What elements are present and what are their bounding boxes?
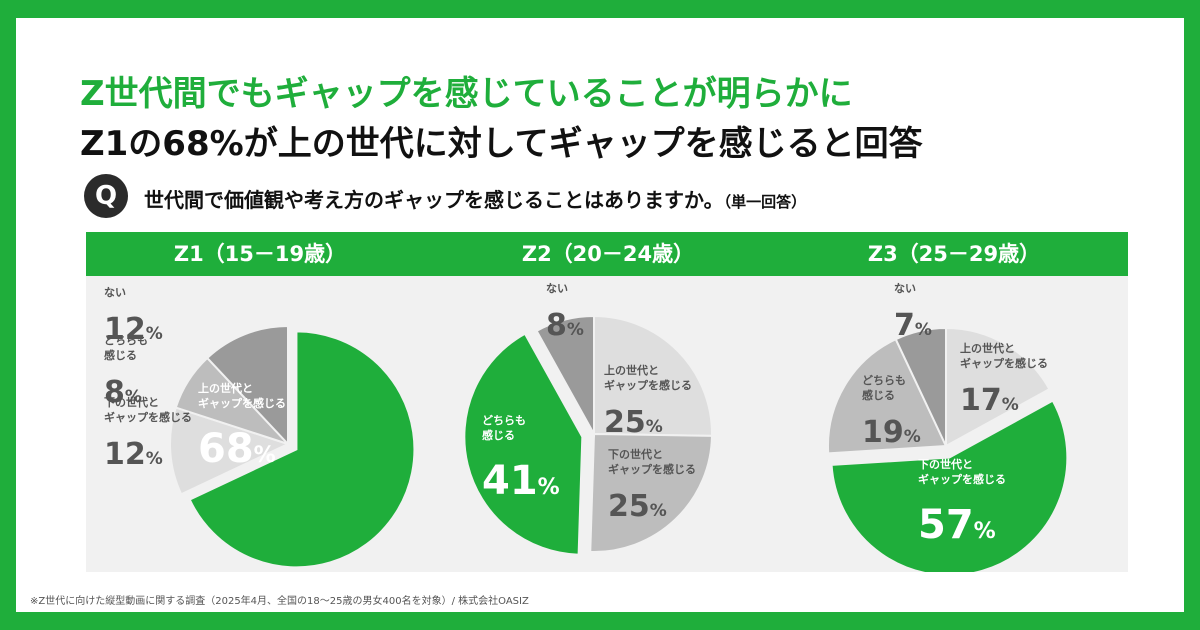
question-mark-icon: Q — [84, 174, 128, 218]
headline-black: Z1の68%が上の世代に対してギャップを感じると回答 — [80, 124, 923, 164]
slice-value: 8% — [546, 308, 584, 343]
slice-label: どちらも — [104, 334, 148, 347]
question-note: （単一回答） — [723, 193, 807, 211]
slice-value: 7% — [894, 308, 932, 343]
slice-label: 上の世代と — [604, 363, 659, 377]
pie-slice — [188, 330, 416, 569]
slice-label: 上の世代と — [198, 381, 253, 395]
slice-label: ない — [104, 286, 126, 299]
slice-label: 感じる — [482, 428, 515, 442]
slice-label: ない — [546, 282, 568, 295]
pie-chart-z3: 上の世代とギャップを感じる17%下の世代とギャップを感じる57%どちらも感じる1… — [827, 282, 1069, 572]
pie-slice — [945, 326, 1051, 448]
slice-label: ギャップを感じる — [608, 462, 696, 476]
slice-value: 12% — [104, 312, 163, 347]
slice-label: どちらも — [862, 374, 906, 387]
slice-label: 下の世代と — [104, 395, 159, 409]
panel-title: Z2（20－24歳） — [434, 232, 782, 276]
pie-slice — [827, 337, 948, 455]
pie-slice — [593, 314, 713, 437]
slice-label: ギャップを感じる — [918, 472, 1006, 486]
pie-slice — [589, 432, 714, 553]
pie-slice — [205, 324, 289, 447]
pie-chart-z2: 上の世代とギャップを感じる25%下の世代とギャップを感じる25%どちらも感じる4… — [463, 282, 714, 556]
slice-value: 8% — [104, 375, 142, 410]
panel-z1: Z1（15－19歳） 上の世代と ギャップを感じる 68% 下の世代と ギャップを感じる… — [86, 232, 434, 572]
pie-slice — [535, 314, 595, 438]
question-body: 世代間で価値観や考え方のギャップを感じることはありますか。 — [144, 188, 724, 212]
panel-title: Z3（25－29歳） — [780, 232, 1128, 276]
slice-label: 感じる — [104, 348, 137, 362]
slice-label: ない — [894, 282, 916, 295]
footnote: ※Z世代に向けた縦型動画に関する調査（2025年4月、全国の18～25歳の男女4… — [30, 596, 529, 607]
slice-label: 感じる — [862, 388, 895, 402]
panel-z3: Z3（25－29歳） 上の世代と ギャップを感じる 17% 下の世代と ギャップを感じる… — [780, 232, 1128, 572]
pie-slice — [463, 332, 584, 556]
slice-label: 下の世代と — [608, 447, 663, 461]
pie-slice — [830, 399, 1069, 572]
slice-label: 上の世代と — [960, 341, 1015, 355]
slice-value: 12% — [104, 437, 163, 472]
slice-label: どちらも — [482, 414, 526, 427]
slice-label: ギャップを感じる — [960, 356, 1048, 370]
slice-label: ギャップを感じる — [604, 378, 692, 392]
pie-slice — [894, 326, 947, 447]
pie-slice — [169, 406, 291, 496]
slice-label: 下の世代と — [918, 457, 973, 471]
slice-label: ギャップを感じる — [198, 396, 286, 410]
panel-z2: Z2（20－24歳） 上の世代と ギャップを感じる 25% 下の世代と ギャップを感じる… — [434, 232, 782, 572]
pie-chart-z1: 上の世代とギャップを感じる68%下の世代とギャップを感じる12%どちらも感じる8… — [104, 286, 416, 569]
slice-label: ギャップを感じる — [104, 410, 192, 424]
panel-title: Z1（15－19歳） — [86, 232, 434, 276]
question-text: 世代間で価値観や考え方のギャップを感じることはありますか。（単一回答） — [144, 184, 806, 213]
headline-green: Z世代間でもギャップを感じていることが明らかに — [80, 74, 853, 114]
